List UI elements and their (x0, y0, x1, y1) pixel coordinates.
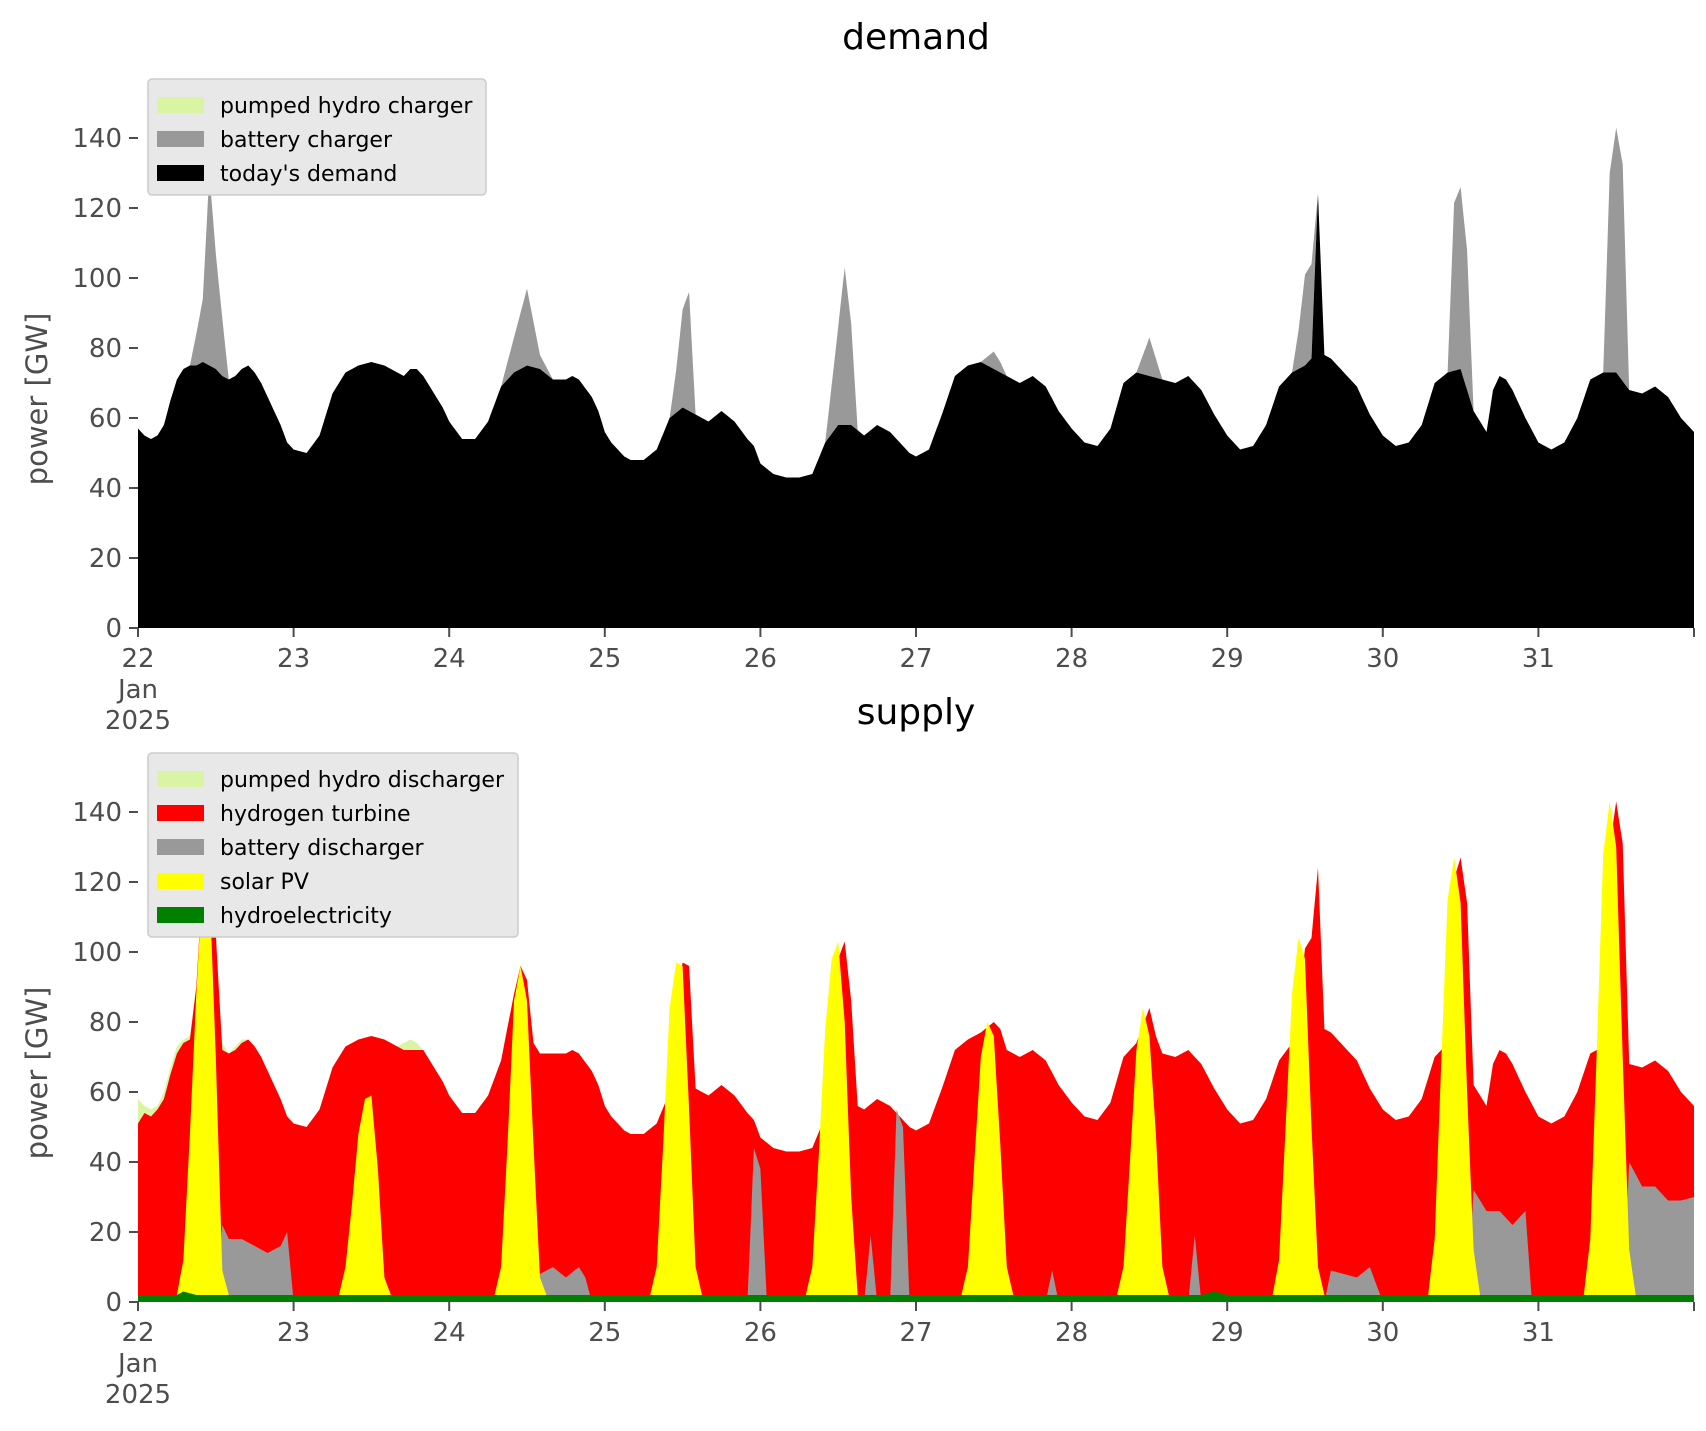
x-tick-label: 30 (1366, 644, 1399, 674)
y-tick-label: 140 (72, 124, 122, 154)
legend-label: solar PV (220, 870, 309, 895)
x-tick-label: 28 (1055, 644, 1088, 674)
x-tick-label: 28 (1055, 1318, 1088, 1348)
y-tick-label: 0 (105, 614, 122, 644)
x-tick-label: Jan (116, 1349, 158, 1379)
legend-label: battery discharger (220, 836, 425, 861)
y-tick-label: 20 (89, 1218, 122, 1248)
y-axis-label: power [GW] (20, 987, 54, 1160)
y-tick-label: 60 (89, 1078, 122, 1108)
x-tick-label: 29 (1211, 644, 1244, 674)
y-tick-label: 0 (105, 1288, 122, 1318)
area-solar-pv (138, 801, 1694, 1302)
x-tick-label: 26 (744, 1318, 777, 1348)
x-tick-label: 23 (277, 1318, 310, 1348)
x-tick-label: 27 (899, 1318, 932, 1348)
y-tick-label: 40 (89, 1148, 122, 1178)
legend-swatch (157, 771, 204, 787)
legend-swatch (157, 165, 204, 181)
legend-label: hydrogen turbine (220, 802, 411, 827)
legend-label: hydroelectricity (220, 904, 392, 929)
x-tick-label: 2025 (105, 706, 171, 736)
x-tick-label: 23 (277, 644, 310, 674)
area-hydroelectricity (138, 1291, 1694, 1302)
x-tick-label: 22 (121, 644, 154, 674)
x-tick-label: 2025 (105, 1380, 171, 1410)
x-tick-label: 26 (744, 644, 777, 674)
legend-box (147, 78, 487, 196)
x-tick-label: 31 (1522, 644, 1555, 674)
x-tick-label: 30 (1366, 1318, 1399, 1348)
y-tick-label: 80 (89, 334, 122, 364)
area-layers (138, 127, 1694, 628)
y-tick-label: 100 (72, 938, 122, 968)
area-layers (138, 801, 1694, 1302)
legend: pumped hydro charger battery charger today… (147, 78, 487, 196)
x-tick-label: 25 (588, 1318, 621, 1348)
legend-label: battery charger (220, 128, 393, 153)
x-tick-label: 29 (1211, 1318, 1244, 1348)
chart-title: supply (857, 692, 976, 733)
x-tick-label: 31 (1522, 1318, 1555, 1348)
legend-label: pumped hydro discharger (220, 768, 505, 793)
x-tick-label: Jan (116, 675, 158, 705)
legend-box (147, 752, 519, 938)
x-tick-label: 22 (121, 1318, 154, 1348)
x-tick-label: 25 (588, 644, 621, 674)
y-tick-label: 120 (72, 868, 122, 898)
y-tick-label: 20 (89, 544, 122, 574)
y-tick-label: 60 (89, 404, 122, 434)
legend-label: today's demand (220, 162, 397, 187)
x-tick-label: 24 (433, 1318, 466, 1348)
legend-label: pumped hydro charger (220, 94, 473, 119)
y-tick-label: 100 (72, 264, 122, 294)
demand-panel: demand power [GW] 0 20 40 60 80 100 120 140 22Ja… (20, 17, 1695, 736)
y-tick-label: 120 (72, 194, 122, 224)
x-tick-label: 24 (433, 644, 466, 674)
legend-swatch (157, 131, 204, 147)
legend-swatch (157, 839, 204, 855)
legend-swatch (157, 873, 204, 889)
legend: pumped hydro discharger hydrogen turbine b… (147, 752, 519, 938)
area-today-s-demand (138, 194, 1694, 628)
x-tick-label: 27 (899, 644, 932, 674)
y-tick-label: 40 (89, 474, 122, 504)
legend-swatch (157, 907, 204, 923)
chart-title: demand (842, 17, 990, 58)
y-axis-label: power [GW] (20, 313, 54, 486)
legend-swatch (157, 97, 204, 113)
supply-panel: supply power [GW] 0 20 40 60 80 100 120 140 22Ja… (20, 692, 1695, 1410)
y-tick-label: 140 (72, 798, 122, 828)
y-tick-label: 80 (89, 1008, 122, 1038)
legend-swatch (157, 805, 204, 821)
